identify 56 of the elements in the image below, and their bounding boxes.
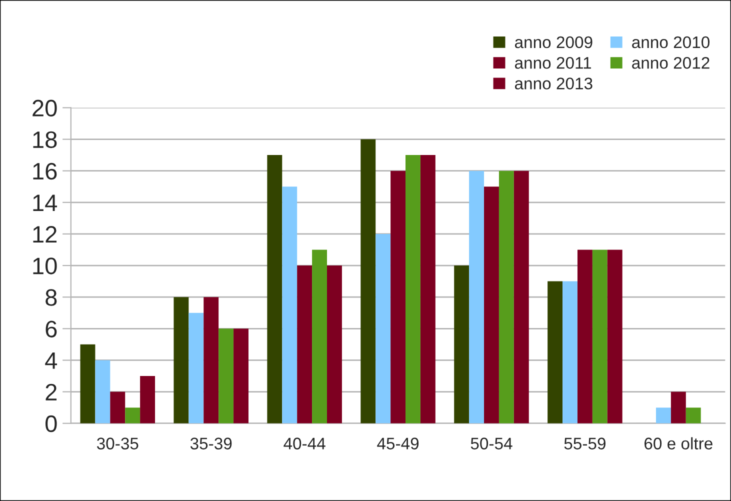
bar <box>267 155 282 424</box>
x-tick-label: 35-39 <box>190 438 232 450</box>
bar <box>376 234 391 424</box>
bar <box>95 360 110 424</box>
bar <box>498 170 514 424</box>
bar <box>174 297 189 424</box>
y-tick-label: 2 <box>46 384 57 400</box>
legend-label: anno 2011 <box>514 56 592 69</box>
bar <box>656 408 671 424</box>
bar <box>218 328 234 424</box>
bar <box>110 392 126 424</box>
y-tick-label: 20 <box>32 100 57 117</box>
y-tick-label: 14 <box>33 194 58 211</box>
y-tick-label: 16 <box>33 162 57 180</box>
y-tick-label: 18 <box>33 131 57 148</box>
bar <box>469 170 484 424</box>
bar <box>577 250 592 424</box>
bar <box>297 266 312 424</box>
bar <box>562 281 578 424</box>
x-tick-label: 60 e oltre <box>644 437 712 450</box>
x-tick-label: 40-44 <box>284 438 326 450</box>
bar <box>80 344 96 424</box>
x-tick-label: 50-54 <box>470 438 512 450</box>
legend-label: anno 2009 <box>514 36 592 48</box>
y-tick-label: 4 <box>45 352 58 369</box>
bar <box>484 186 499 424</box>
y-tick-label: 0 <box>46 415 57 432</box>
bar <box>140 376 156 424</box>
x-tick-label: 55-59 <box>564 438 606 450</box>
bar <box>234 328 248 424</box>
bar <box>420 155 436 424</box>
bar <box>188 312 204 424</box>
y-tick-label: 10 <box>33 258 57 274</box>
legend-label: anno 2012 <box>632 56 710 69</box>
bar <box>686 408 701 424</box>
bar <box>406 155 420 424</box>
bar <box>592 250 608 424</box>
bar <box>607 250 622 424</box>
bar <box>514 170 529 424</box>
bar <box>548 281 563 424</box>
bar <box>125 408 140 424</box>
bar <box>204 297 219 424</box>
y-tick-label: 12 <box>33 226 57 243</box>
bar <box>454 266 470 424</box>
legend-label: anno 2010 <box>632 36 710 48</box>
x-tick-label: 45-49 <box>377 438 419 450</box>
bar <box>390 170 406 424</box>
bar <box>282 186 298 424</box>
y-tick-label: 6 <box>46 320 57 338</box>
bar <box>326 266 342 424</box>
bar <box>360 139 376 424</box>
bar <box>312 250 327 424</box>
bar <box>670 392 686 424</box>
legend-label: anno 2013 <box>514 78 592 90</box>
x-tick-label: 30-35 <box>96 438 138 450</box>
y-tick-label: 8 <box>46 289 57 306</box>
